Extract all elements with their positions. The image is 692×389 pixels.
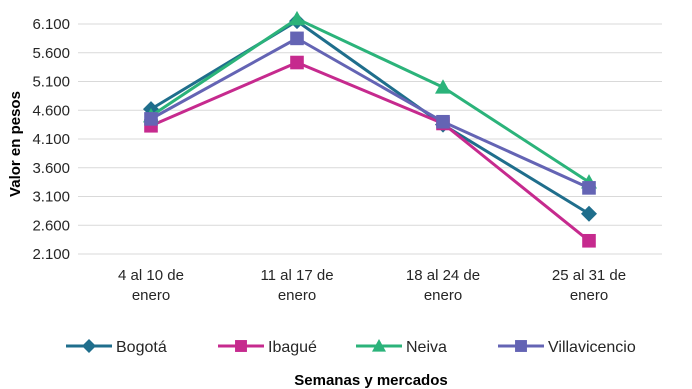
x-tick-label: 4 al 10 de enero: [118, 267, 184, 304]
series-line: [150, 36, 590, 190]
gridlines: [78, 23, 662, 255]
legend-item-ibague: Ibagué: [218, 339, 317, 356]
series-lines: [143, 10, 597, 248]
data-point: [582, 233, 596, 248]
x-axis-label: Semanas y mercados: [294, 372, 447, 389]
data-point: [435, 79, 451, 94]
series-ibague: [144, 55, 596, 248]
data-point: [582, 181, 596, 195]
y-tick-label: 5.600: [32, 45, 70, 62]
legend-marker: [82, 339, 96, 353]
legend-marker: [515, 340, 527, 352]
legend: Bogotá Ibagué Neiva Villavicencio: [66, 339, 636, 356]
y-axis-ticks: 2.100 2.600 3.100 3.600 4.100 4.600 5.100 5.600…: [32, 16, 70, 263]
y-tick-label: 3.600: [32, 160, 70, 177]
legend-marker: [235, 340, 247, 352]
y-tick-label: 4.100: [32, 131, 70, 148]
y-tick-label: 2.100: [32, 246, 70, 263]
series-bogota: [143, 13, 597, 222]
legend-label: Neiva: [406, 339, 447, 356]
data-point: [144, 112, 158, 126]
data-point: [290, 31, 304, 46]
series-villavicencio: [144, 31, 596, 195]
legend-label: Villavicencio: [548, 339, 636, 356]
y-tick-label: 6.100: [32, 16, 70, 33]
y-tick-label: 2.600: [32, 217, 70, 234]
data-point: [289, 10, 305, 26]
y-tick-label: 5.100: [32, 74, 70, 91]
series-line: [150, 61, 590, 242]
series-line: [150, 19, 590, 216]
x-tick-label: 25 al 31 de enero: [552, 267, 626, 304]
series-line: [150, 17, 590, 184]
x-axis-ticks: 4 al 10 de enero 11 al 17 de enero 18 al 24 …: [118, 267, 626, 304]
y-tick-label: 3.100: [32, 189, 70, 206]
legend-label: Ibagué: [268, 339, 317, 356]
legend-label: Bogotá: [116, 339, 167, 356]
data-point: [290, 55, 304, 70]
legend-item-neiva: Neiva: [356, 339, 447, 356]
legend-marker: [372, 339, 386, 352]
y-tick-label: 4.600: [32, 102, 70, 119]
x-tick-label: 11 al 17 de enero: [260, 267, 333, 304]
legend-item-villavicencio: Villavicencio: [498, 339, 636, 356]
data-point: [581, 205, 597, 222]
x-tick-label: 18 al 24 de enero: [406, 267, 480, 304]
y-axis-label: Valor en pesos: [7, 91, 24, 197]
data-point: [436, 114, 450, 129]
legend-item-bogota: Bogotá: [66, 339, 167, 356]
